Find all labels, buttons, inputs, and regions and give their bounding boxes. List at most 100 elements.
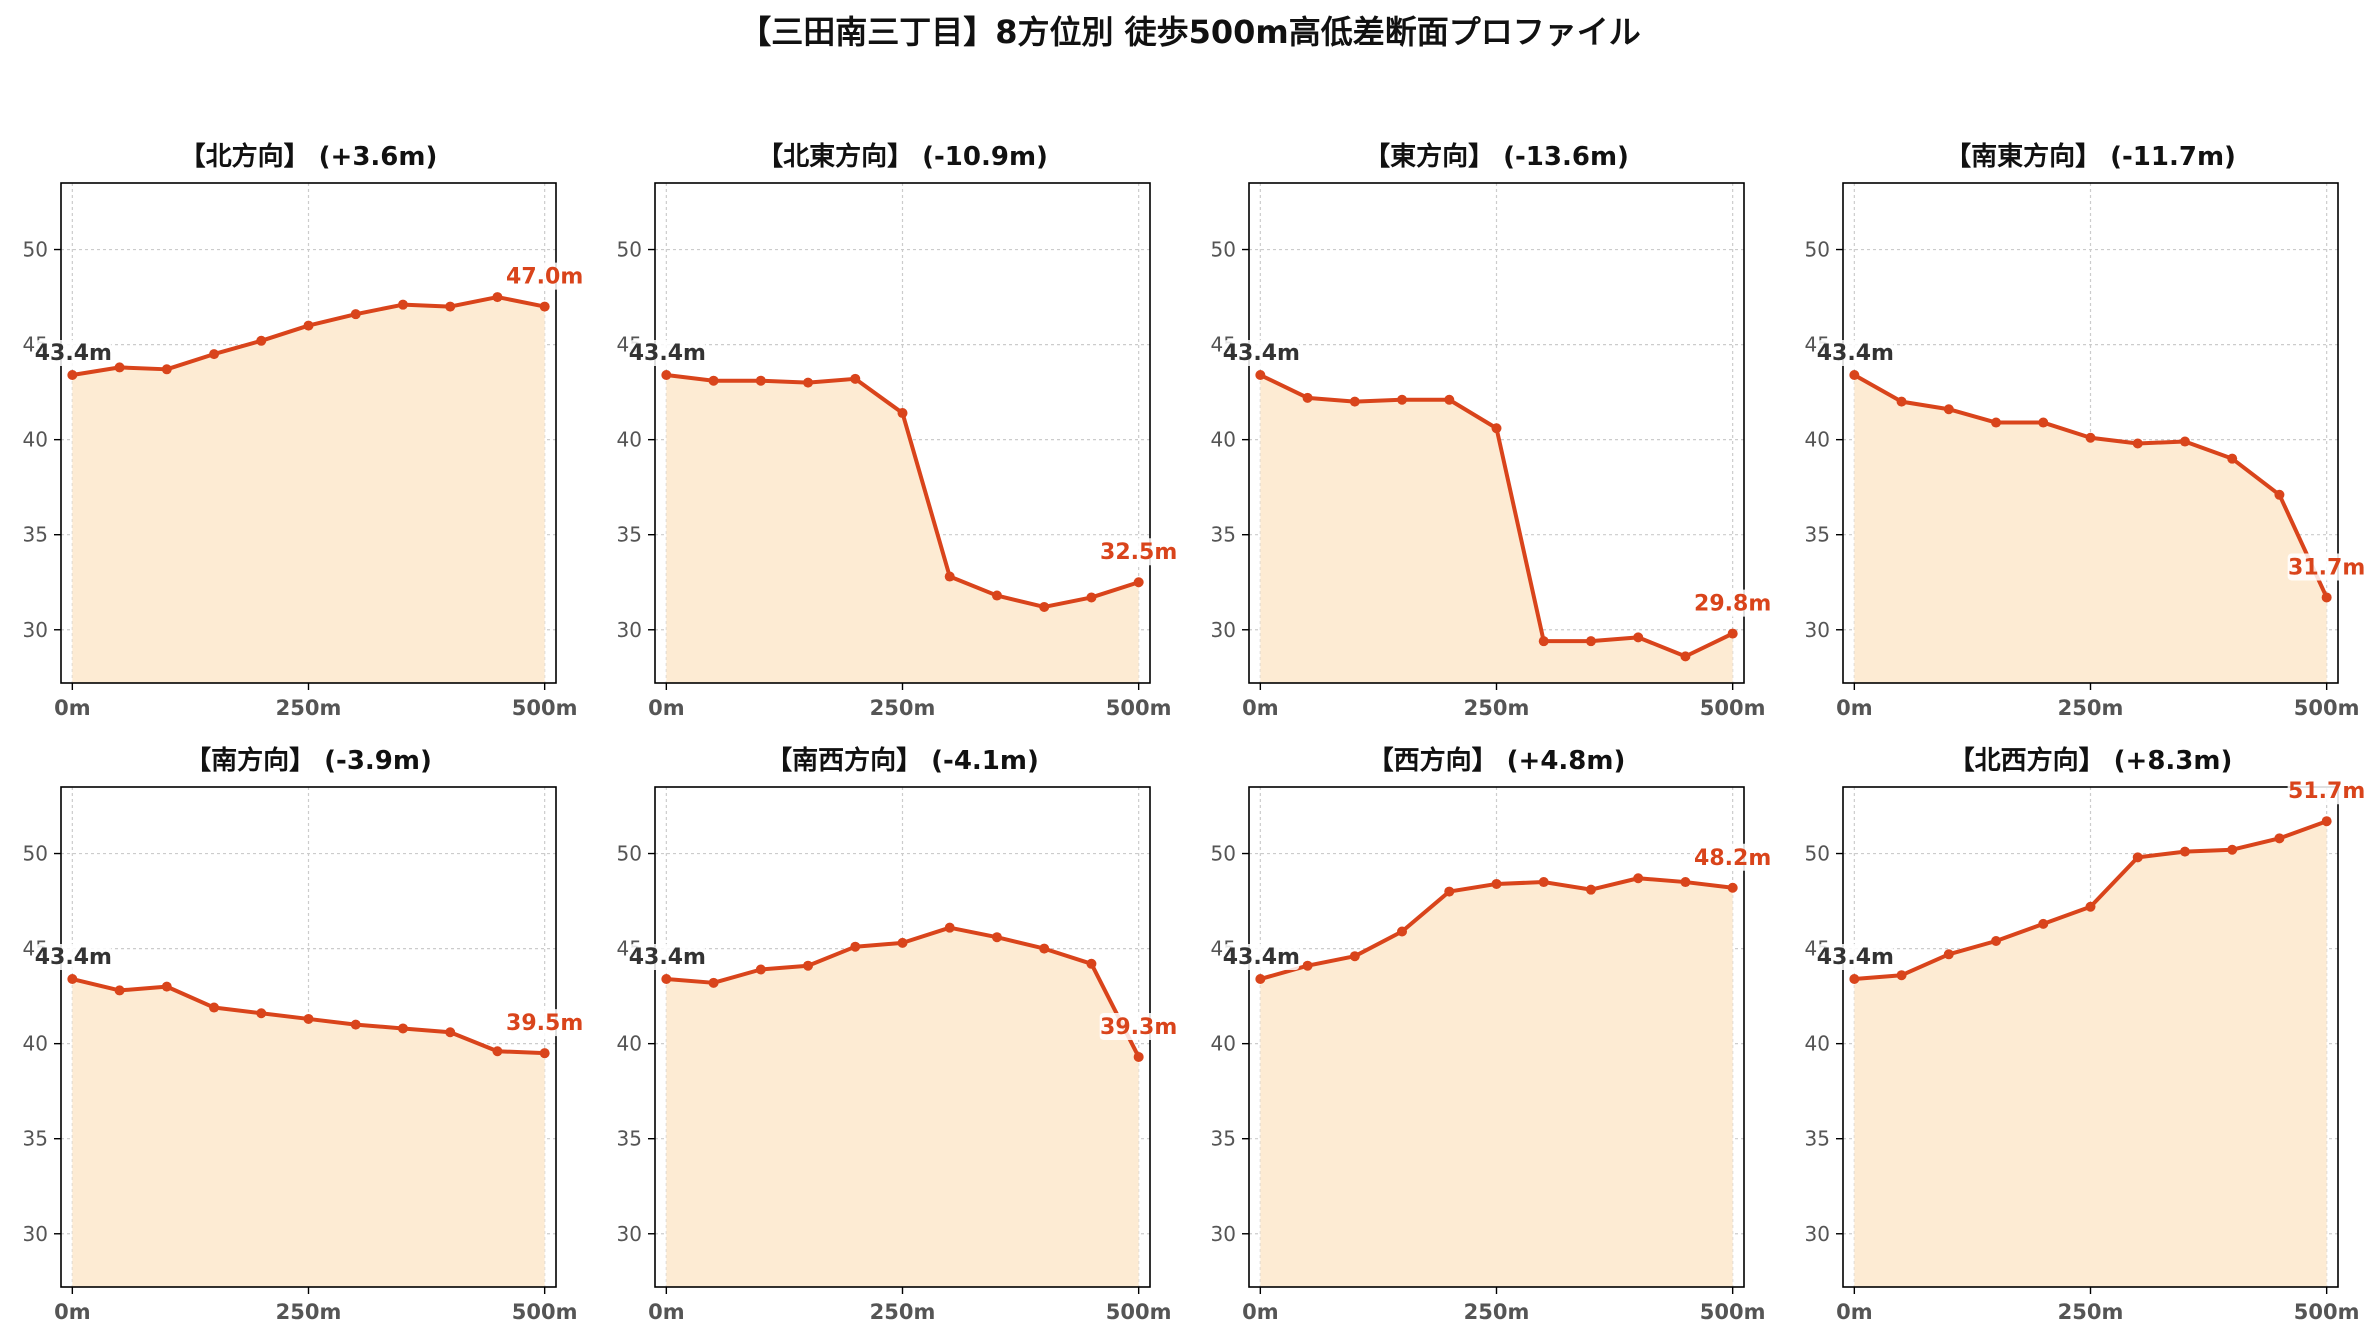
panel-title: 【北方向】 (+3.6m) [180,141,438,172]
y-tick-label: 50 [617,842,642,866]
x-tick-label: 0m [54,696,91,720]
data-point [1444,394,1455,405]
data-point [1633,873,1644,884]
data-point [209,349,220,360]
data-point [1849,370,1860,381]
y-tick-label: 40 [23,428,48,452]
data-point [1943,404,1954,415]
data-point [1397,926,1408,937]
data-point [1680,651,1691,662]
data-point [803,960,814,971]
data-point [1039,601,1050,612]
start-label-background [1223,944,1300,971]
data-point [2038,417,2049,428]
data-point [161,364,172,375]
data-point [2274,489,2285,500]
start-label: 43.4m [1223,945,1300,970]
start-label: 43.4m [1223,341,1300,366]
end-label-background [505,1009,584,1037]
end-label: 48.2m [1694,846,1771,871]
x-tick-label: 500m [1700,1300,1766,1324]
data-point [991,590,1002,601]
data-point [755,375,766,386]
y-tick-label: 35 [1211,1127,1236,1151]
area-fill [72,297,545,683]
end-label-background [2287,777,2366,805]
start-label: 43.4m [35,945,112,970]
data-point [1491,878,1502,889]
data-point [1991,417,2002,428]
data-point [1349,396,1360,407]
data-point [67,370,78,381]
x-tick-label: 500m [1700,696,1766,720]
y-tick-label: 30 [1805,1222,1830,1246]
y-tick-label: 40 [1211,428,1236,452]
panel-title: 【西方向】 (+4.8m) [1368,745,1626,776]
y-tick-label: 35 [1805,1127,1830,1151]
y-tick-label: 50 [617,238,642,262]
data-point [114,985,125,996]
data-point [1255,370,1266,381]
data-point [2321,816,2332,827]
x-tick-label: 500m [512,1300,578,1324]
data-point [661,370,672,381]
y-tick-label: 30 [1211,618,1236,642]
x-tick-label: 500m [1106,696,1172,720]
end-label: 29.8m [1694,592,1771,617]
data-point [1991,935,2002,946]
end-label-background [1099,538,1178,566]
start-label-background [629,944,706,971]
data-point [539,301,550,312]
end-label-background [505,262,584,290]
data-point [1086,592,1097,603]
data-point [303,320,314,331]
area-fill [666,375,1139,683]
data-point [445,1027,456,1038]
data-point [991,932,1002,943]
panel-title: 【南東方向】 (-11.7m) [1945,141,2236,172]
x-tick-label: 250m [1464,1300,1530,1324]
x-tick-label: 250m [870,1300,936,1324]
area-fill [1260,878,1733,1287]
data-point [303,1013,314,1024]
data-point [850,941,861,952]
y-tick-label: 35 [1805,523,1830,547]
data-point [1633,632,1644,643]
start-label: 43.4m [1817,945,1894,970]
y-tick-label: 40 [617,428,642,452]
y-tick-label: 50 [23,238,48,262]
y-tick-label: 50 [1211,842,1236,866]
data-point [256,1008,267,1019]
data-point [114,362,125,373]
y-tick-label: 50 [1211,238,1236,262]
y-tick-label: 50 [23,842,48,866]
area-fill [72,979,545,1287]
start-label: 43.4m [629,341,706,366]
x-tick-label: 500m [2294,696,2360,720]
y-tick-label: 40 [1805,428,1830,452]
x-tick-label: 0m [1242,696,1279,720]
area-fill [1854,821,2327,1287]
x-tick-label: 250m [2058,1300,2124,1324]
end-label: 51.7m [2288,779,2365,804]
data-point [1302,960,1313,971]
panel-title: 【南方向】 (-3.9m) [185,745,432,776]
x-tick-label: 0m [54,1300,91,1324]
data-point [803,377,814,388]
data-point [1397,394,1408,405]
data-point [1133,1051,1144,1062]
data-point [350,309,361,320]
start-label-background [35,340,112,367]
x-tick-label: 500m [2294,1300,2360,1324]
end-label: 39.3m [1100,1015,1177,1040]
x-tick-label: 250m [276,696,342,720]
data-point [755,964,766,975]
data-point [1538,877,1549,888]
start-label-background [35,944,112,971]
data-point [1896,970,1907,981]
